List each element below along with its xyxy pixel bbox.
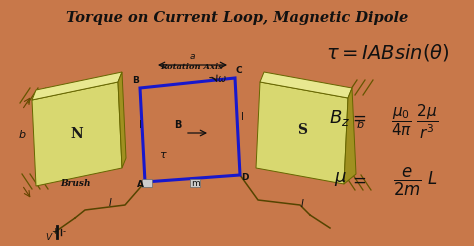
Text: B: B [174,120,182,130]
Bar [190,179,200,187]
Text: $B_z$: $B_z$ [329,108,351,128]
Text: B: B [133,76,139,85]
Text: $\dfrac{e}{2m}\ L$: $\dfrac{e}{2m}\ L$ [393,166,437,198]
Text: $\tau = IABsin(\theta)$: $\tau = IABsin(\theta)$ [326,42,450,63]
Text: I: I [241,112,244,122]
Text: A: A [137,180,144,189]
Polygon shape [32,82,122,186]
Text: Brush: Brush [60,179,91,188]
Text: C: C [236,66,242,75]
Text: $=$: $=$ [349,110,367,127]
Text: +: + [51,227,58,236]
Polygon shape [344,88,356,184]
Text: $\mu$: $\mu$ [334,170,346,188]
Polygon shape [260,72,352,98]
Polygon shape [32,72,122,100]
Text: N: N [71,127,83,141]
Text: V: V [45,233,51,242]
Text: I: I [138,120,141,130]
Text: b: b [356,120,364,130]
Text: $\dfrac{\mu_0}{4\pi}\ \dfrac{2\mu}{r^3}$: $\dfrac{\mu_0}{4\pi}\ \dfrac{2\mu}{r^3}$ [392,103,438,141]
Text: I: I [301,199,303,209]
Text: b: b [18,130,26,140]
Polygon shape [256,82,348,184]
Text: $=$: $=$ [349,172,367,189]
Text: Rotation Axis: Rotation Axis [161,63,223,71]
Text: S: S [297,123,307,137]
Text: D: D [241,173,249,182]
Text: m: m [191,179,201,188]
Text: -: - [63,227,66,236]
Text: $\tau$: $\tau$ [159,150,167,160]
Text: a: a [189,52,195,61]
Text: $\omega$: $\omega$ [217,74,227,84]
Text: I: I [109,198,111,208]
Polygon shape [118,72,126,168]
Bar [142,179,152,187]
Text: Torque on Current Loop, Magnetic Dipole: Torque on Current Loop, Magnetic Dipole [66,11,408,25]
